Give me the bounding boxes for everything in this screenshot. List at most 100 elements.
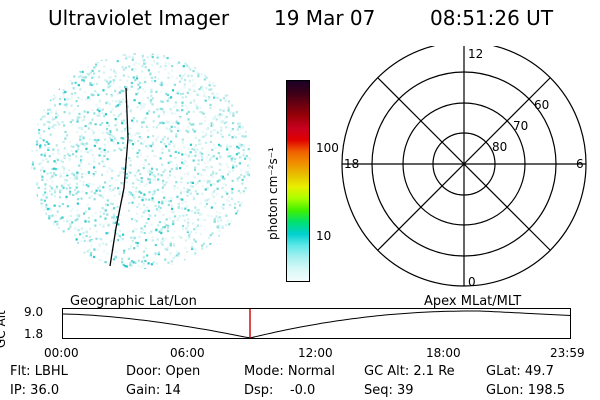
emission-pixel (68, 252, 71, 256)
emission-pixel (247, 190, 250, 193)
emission-pixel (168, 54, 171, 57)
emission-pixel (126, 105, 129, 108)
emission-pixel (82, 183, 85, 186)
emission-pixel (256, 192, 258, 194)
emission-pixel (40, 161, 43, 165)
emission-pixel (31, 211, 33, 214)
emission-pixel (62, 219, 66, 223)
emission-pixel (254, 233, 256, 235)
emission-pixel (74, 219, 77, 222)
emission-pixel (101, 242, 105, 245)
emission-pixel (108, 187, 111, 191)
emission-pixel (212, 276, 214, 278)
emission-pixel (31, 161, 35, 164)
emission-pixel (144, 76, 147, 79)
emission-pixel (211, 193, 214, 197)
emission-pixel (93, 160, 96, 163)
emission-pixel (31, 67, 33, 70)
emission-pixel (68, 112, 71, 115)
emission-pixel (132, 121, 135, 124)
emission-pixel (175, 133, 178, 136)
emission-pixel (31, 257, 33, 260)
emission-pixel (178, 235, 181, 238)
emission-pixel (182, 214, 185, 217)
emission-pixel (197, 208, 200, 212)
emission-pixel (212, 257, 215, 260)
emission-pixel (168, 51, 170, 53)
emission-pixel (254, 69, 256, 71)
emission-pixel (43, 154, 46, 157)
emission-pixel (44, 191, 47, 194)
emission-pixel (151, 103, 154, 106)
emission-pixel (125, 176, 128, 179)
emission-pixel (82, 54, 85, 57)
emission-pixel (157, 201, 161, 204)
emission-pixel (127, 88, 130, 91)
emission-pixel (223, 122, 226, 125)
emission-pixel (259, 235, 261, 237)
emission-pixel (172, 257, 175, 260)
emission-pixel (69, 186, 72, 190)
emission-pixel (135, 228, 138, 231)
emission-pixel (85, 183, 88, 187)
emission-pixel (59, 175, 62, 178)
emission-pixel (202, 112, 205, 115)
emission-pixel (236, 264, 239, 267)
emission-pixel (164, 67, 167, 70)
emission-pixel (261, 151, 263, 153)
emission-pixel (267, 68, 268, 70)
emission-pixel (137, 80, 140, 83)
emission-pixel (43, 123, 46, 126)
emission-pixel (225, 126, 228, 129)
emission-pixel (188, 189, 191, 192)
emission-pixel (172, 106, 176, 109)
emission-pixel (219, 113, 222, 116)
emission-pixel (259, 160, 261, 162)
emission-pixel (35, 53, 39, 54)
emission-pixel (24, 101, 26, 103)
emission-pixel (95, 141, 98, 144)
emission-pixel (222, 207, 225, 210)
emission-pixel (106, 121, 109, 125)
emission-pixel (36, 268, 39, 269)
emission-pixel (243, 257, 246, 260)
emission-pixel (92, 273, 94, 275)
emission-pixel (129, 127, 132, 130)
timeline-right-caption: Apex MLat/MLT (424, 294, 522, 309)
emission-pixel (244, 59, 247, 62)
emission-pixel (54, 188, 57, 192)
emission-pixel (19, 160, 21, 162)
emission-pixel (237, 209, 240, 213)
emission-pixel (112, 269, 114, 271)
emission-pixel (169, 96, 173, 99)
emission-pixel (76, 198, 80, 201)
emission-pixel (187, 74, 190, 77)
emission-pixel (19, 200, 21, 202)
emission-pixel (192, 78, 195, 82)
emission-pixel (129, 246, 133, 250)
emission-pixel (47, 87, 50, 91)
emission-pixel (31, 166, 33, 169)
emission-pixel (23, 123, 25, 125)
emission-pixel (130, 135, 133, 138)
emission-pixel (135, 92, 138, 96)
emission-pixel (75, 186, 78, 189)
emission-pixel (222, 234, 226, 237)
emission-pixel (41, 217, 44, 220)
emission-pixel (161, 190, 164, 194)
emission-pixel (258, 261, 260, 263)
emission-pixel (188, 147, 191, 150)
emission-pixel (238, 89, 241, 93)
emission-pixel (39, 136, 42, 140)
emission-pixel (215, 276, 217, 278)
emission-pixel (247, 148, 250, 151)
emission-pixel (109, 130, 112, 133)
emission-pixel (33, 167, 36, 170)
emission-pixel (243, 135, 246, 138)
emission-pixel (106, 252, 109, 255)
emission-pixel (216, 225, 219, 228)
emission-pixel (235, 111, 238, 114)
emission-pixel (85, 147, 88, 150)
emission-pixel (31, 79, 33, 82)
emission-pixel (224, 229, 227, 233)
